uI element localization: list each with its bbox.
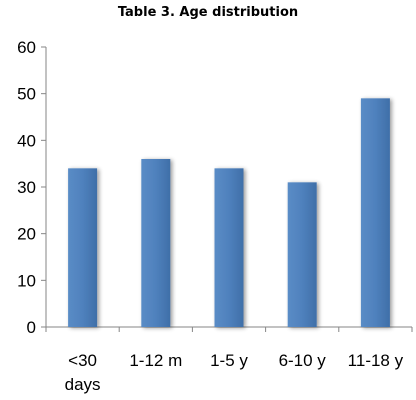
x-tick-label-line: 1-12 m (129, 351, 182, 370)
x-tick-label: 11-18 y (348, 351, 404, 370)
x-tick-label-line: <30 (68, 351, 97, 370)
x-tick-label-line: days (65, 375, 101, 394)
chart-title: Table 3. Age distribution (117, 5, 299, 20)
bar-2 (214, 168, 244, 327)
x-tick-label-line: 1-5 y (210, 351, 248, 370)
y-axis-tick-labels: 0 10 20 30 40 50 60 (17, 38, 36, 337)
x-tick-label-line: 6-10 y (279, 351, 327, 370)
bars (68, 98, 390, 327)
y-tick-label: 40 (17, 131, 36, 150)
y-tick-label: 50 (17, 85, 36, 104)
x-tick-label: 6-10 y (279, 351, 327, 370)
x-tick-label: 1-5 y (210, 351, 248, 370)
x-tick-label: 1-12 m (129, 351, 182, 370)
y-tick-label: 0 (27, 318, 36, 337)
x-tick-label: <30 days (65, 351, 101, 394)
x-axis-tick-labels: <30 days 1-12 m 1-5 y 6-10 y 11-18 y (65, 351, 404, 394)
y-tick-label: 60 (17, 38, 36, 57)
y-tick-label: 20 (17, 225, 36, 244)
bar-3 (287, 182, 317, 327)
bar-0 (68, 168, 98, 327)
y-tick-label: 10 (17, 271, 36, 290)
y-tick-label: 30 (17, 178, 36, 197)
bar-1 (141, 159, 171, 327)
bar-4 (360, 98, 390, 327)
x-tick-label-line: 11-18 y (348, 351, 404, 370)
